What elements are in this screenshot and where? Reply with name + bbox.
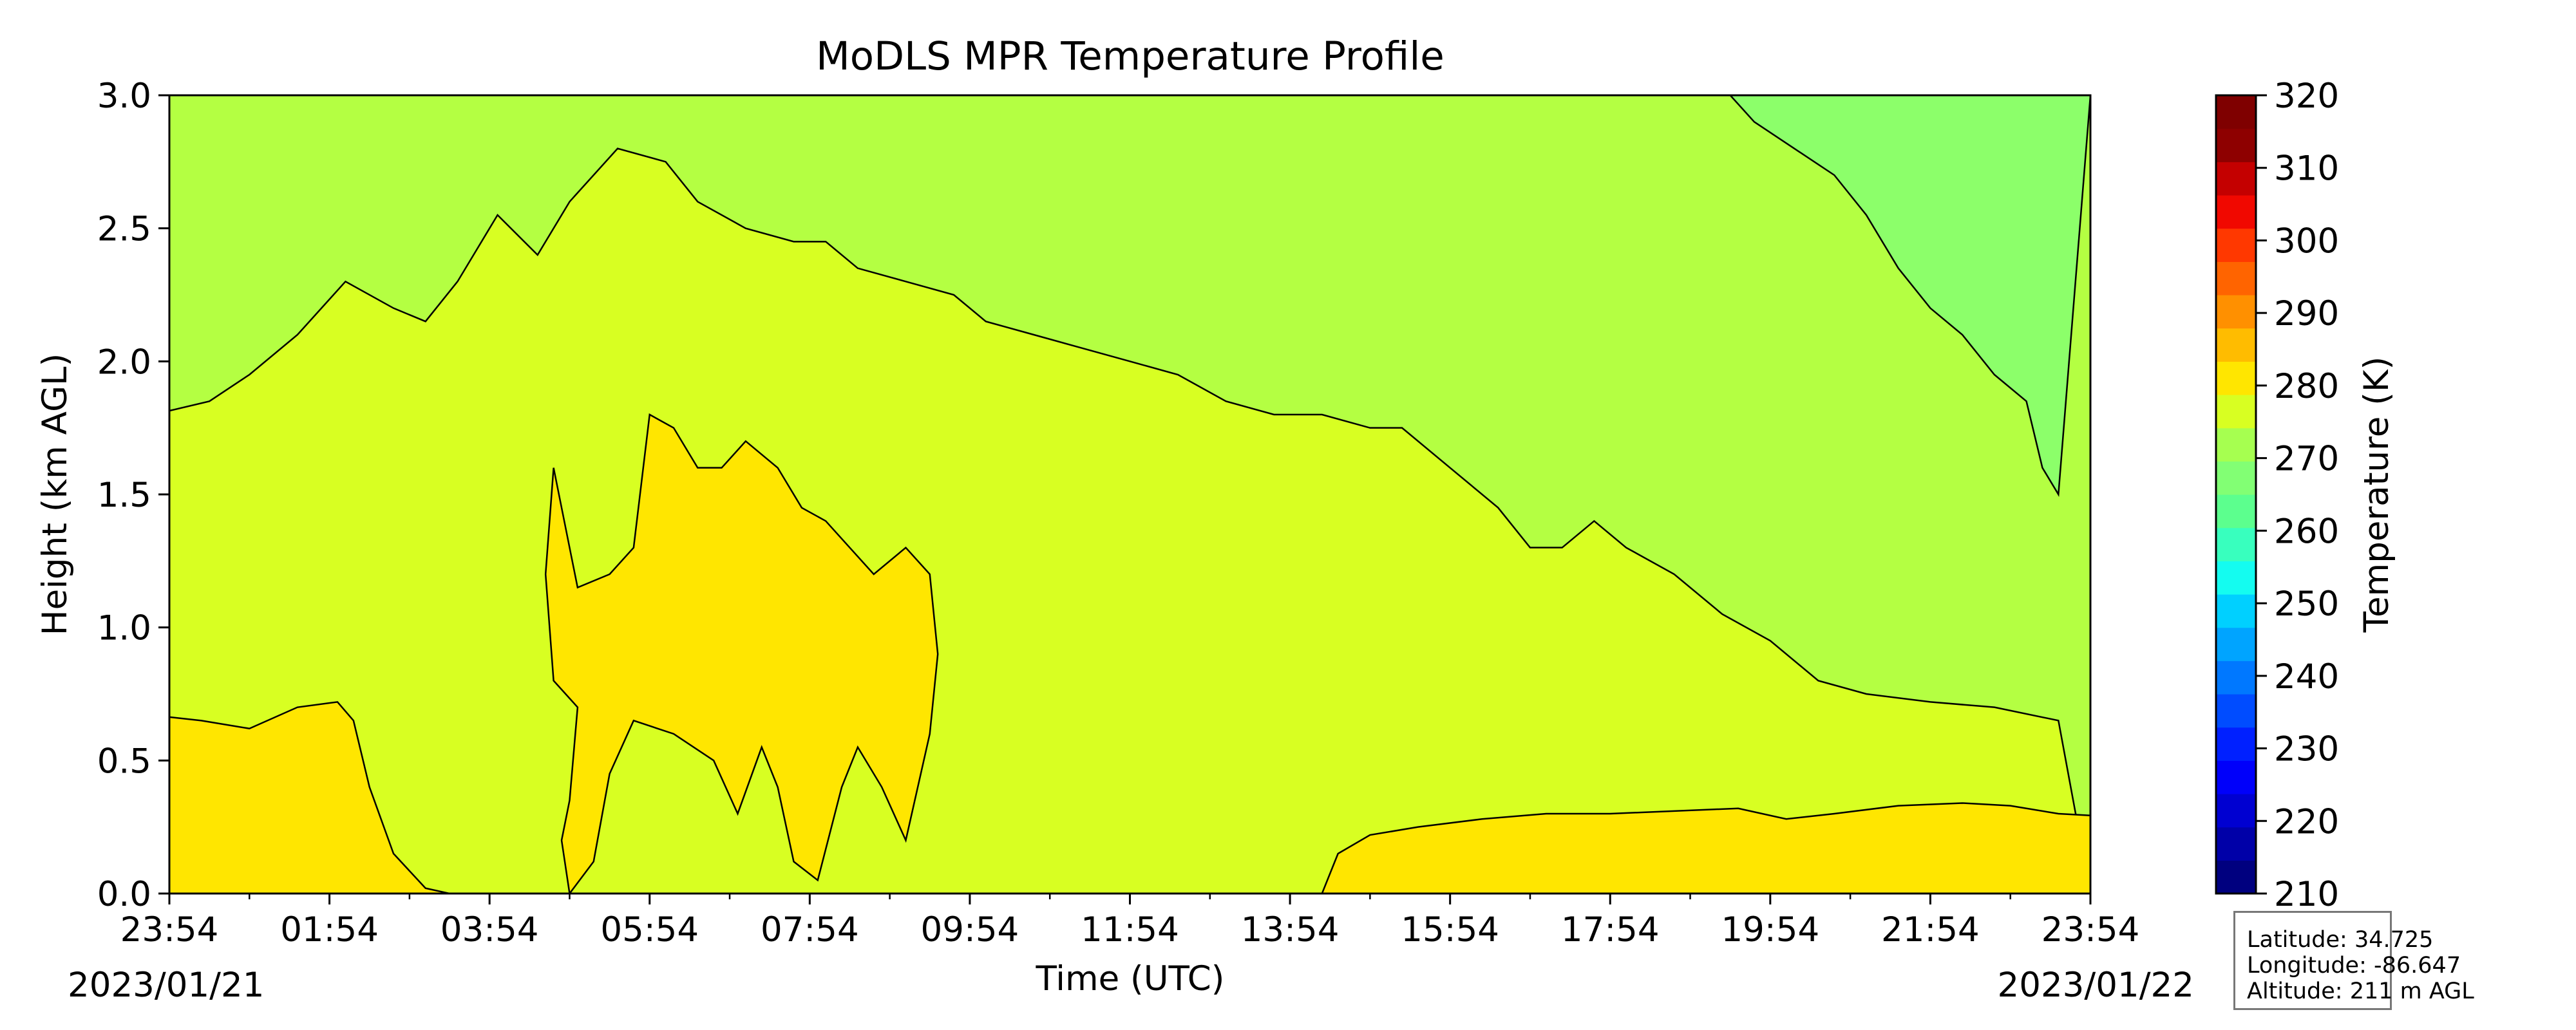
colorbar-segment [2216,261,2256,295]
x-tick-label: 21:54 [1881,910,1980,950]
colorbar-tick-label: 270 [2274,440,2339,479]
y-tick-label: 1.0 [97,609,151,648]
colorbar-segment [2216,561,2256,595]
x-tick-label: 13:54 [1241,910,1340,950]
chart-title: MoDLS MPR Temperature Profile [816,33,1444,79]
y-tick-label: 2.5 [97,210,151,249]
colorbar-segment [2216,527,2256,561]
station-info-box: Latitude: 34.725 Longitude: -86.647 Alti… [2233,911,2474,1010]
longitude-text: Longitude: -86.647 [2247,953,2461,979]
colorbar-segment [2216,827,2256,861]
x-tick-label: 01:54 [280,910,379,950]
plot-area [169,95,2090,894]
colorbar-tick-label: 220 [2274,802,2339,841]
x-tick-label: 11:54 [1081,910,1179,950]
x-tick-label: 09:54 [921,910,1019,950]
y-axis-label: Height (km AGL) [35,353,75,636]
colorbar-segment [2216,594,2256,628]
colorbar-tick-label: 240 [2274,657,2339,697]
colorbar-segment [2216,395,2256,429]
colorbar-segment [2216,727,2256,761]
colorbar-segment [2216,660,2256,695]
colorbar-segment [2216,694,2256,728]
y-tick-label: 0.5 [97,742,151,781]
colorbar-tick-label: 280 [2274,367,2339,406]
colorbar: 210 220 230 240 250 260 270 280 290 300 310 320 [2215,77,2339,914]
colorbar-segment [2216,195,2256,229]
x-tick-label: 23:54 [120,910,219,950]
colorbar-tick-label: 310 [2274,149,2339,189]
colorbar-segment [2216,760,2256,794]
colorbar-segment [2216,494,2256,529]
colorbar-segment [2216,361,2256,395]
colorbar-segment [2216,427,2256,462]
region-280-285-1 [169,701,450,894]
y-tick-label: 1.5 [97,476,151,515]
colorbar-segment [2216,295,2256,329]
colorbar-segment [2216,794,2256,828]
x-tick-label: 03:54 [440,910,539,950]
colorbar-tick-label: 250 [2274,585,2339,624]
colorbar-frame [2215,94,2257,895]
y-axis: 0.0 0.5 1.0 1.5 2.0 2.5 3.0 [97,77,169,914]
region-280-285-2 [544,413,939,894]
colorbar-segment [2216,128,2256,162]
colorbar-label: Temperature (K) [2357,357,2396,633]
colorbar-segment [2216,627,2256,661]
colorbar-segment [2216,860,2256,894]
y-tick-label: 2.0 [97,342,151,382]
latitude-text: Latitude: 34.725 [2247,927,2434,953]
colorbar-tick-label: 320 [2274,77,2339,116]
x-tick-label: 15:54 [1401,910,1499,950]
x-axis: 23:54 01:54 03:54 05:54 07:54 09:54 11:54 13:54… [120,894,2140,950]
colorbar-tick-label: 230 [2274,730,2339,769]
x-tick-label: 07:54 [761,910,859,950]
x-end-date: 2023/01/22 [1998,966,2194,1005]
x-tick-label: 05:54 [600,910,699,950]
x-axis-label: Time (UTC) [1036,959,1225,998]
x-tick-label: 17:54 [1561,910,1660,950]
colorbar-segment [2216,328,2256,362]
y-tick-label: 0.0 [97,875,151,914]
region-265-270 [1729,95,2090,497]
colorbar-segment [2216,228,2256,262]
x-start-date: 2023/01/21 [68,966,264,1005]
y-tick-label: 3.0 [97,77,151,116]
colorbar-tick-label: 290 [2274,294,2339,333]
colorbar-segment [2216,95,2256,129]
x-tick-label: 19:54 [1721,910,1819,950]
altitude-text: Altitude: 211 m AGL [2247,979,2474,1004]
colorbar-tick-label: 210 [2274,875,2339,914]
region-280-285-3 [1321,802,2090,894]
colorbar-tick-label: 300 [2274,221,2339,261]
colorbar-tick-label: 260 [2274,512,2339,551]
colorbar-segment [2216,461,2256,495]
colorbar-segment [2216,162,2256,196]
x-tick-label: 23:54 [2041,910,2140,950]
